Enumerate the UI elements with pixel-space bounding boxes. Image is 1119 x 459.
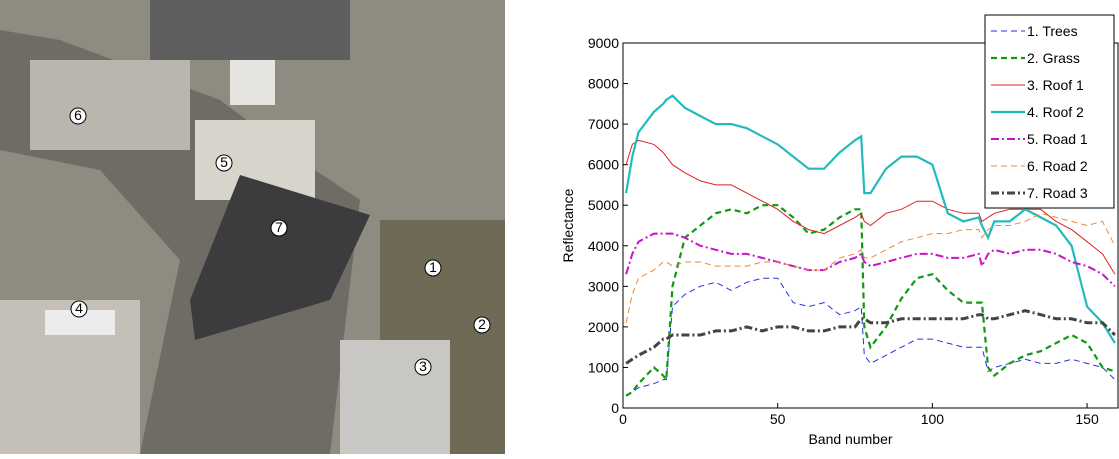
- figure: 1234567 01000200030004000500060007000800…: [0, 0, 1119, 454]
- y-tick-label: 0: [611, 400, 619, 416]
- legend-label: 2. Grass: [1027, 50, 1080, 66]
- legend-label: 5. Road 1: [1027, 131, 1088, 147]
- chart: 0 1000 2000 3000 4000 5000 6000 7000 8000 9000 0 50…: [560, 15, 1118, 447]
- y-axis-label: Reflectance: [560, 188, 576, 262]
- legend-label: 6. Road 2: [1027, 158, 1088, 174]
- legend-label: 1. Trees: [1027, 23, 1078, 39]
- x-tick-label: 50: [770, 411, 786, 427]
- marker-label: 7: [275, 219, 283, 235]
- marker-label: 3: [419, 358, 427, 374]
- x-tick-label: 0: [619, 411, 627, 427]
- y-tick-label: 2000: [588, 319, 619, 335]
- y-tick-label: 6000: [588, 157, 619, 173]
- image-apron: [30, 60, 190, 150]
- y-tick-label: 3000: [588, 278, 619, 294]
- y-tick-label: 8000: [588, 76, 619, 92]
- marker-label: 1: [429, 259, 437, 275]
- x-axis-label: Band number: [808, 431, 892, 447]
- y-tick-label: 4000: [588, 238, 619, 254]
- x-tick-label: 150: [1075, 411, 1099, 427]
- marker-label: 4: [75, 300, 83, 316]
- image-roof: [230, 60, 275, 105]
- legend-label: 4. Roof 2: [1027, 104, 1084, 120]
- y-tick-label: 9000: [588, 35, 619, 51]
- image-buildings: [150, 0, 350, 60]
- x-tick-label: 100: [921, 411, 945, 427]
- marker-label: 2: [478, 316, 486, 332]
- aerial-image: 1 2 3 4 5 6 7: [0, 0, 505, 454]
- marker-label: 5: [220, 154, 228, 170]
- y-tick-label: 5000: [588, 197, 619, 213]
- marker-label: 6: [74, 107, 82, 123]
- image-roofs: [340, 340, 450, 454]
- y-tick-label: 7000: [588, 116, 619, 132]
- y-tick-label: 1000: [588, 359, 619, 375]
- legend-label: 7. Road 3: [1027, 185, 1088, 201]
- legend-label: 3. Roof 1: [1027, 77, 1084, 93]
